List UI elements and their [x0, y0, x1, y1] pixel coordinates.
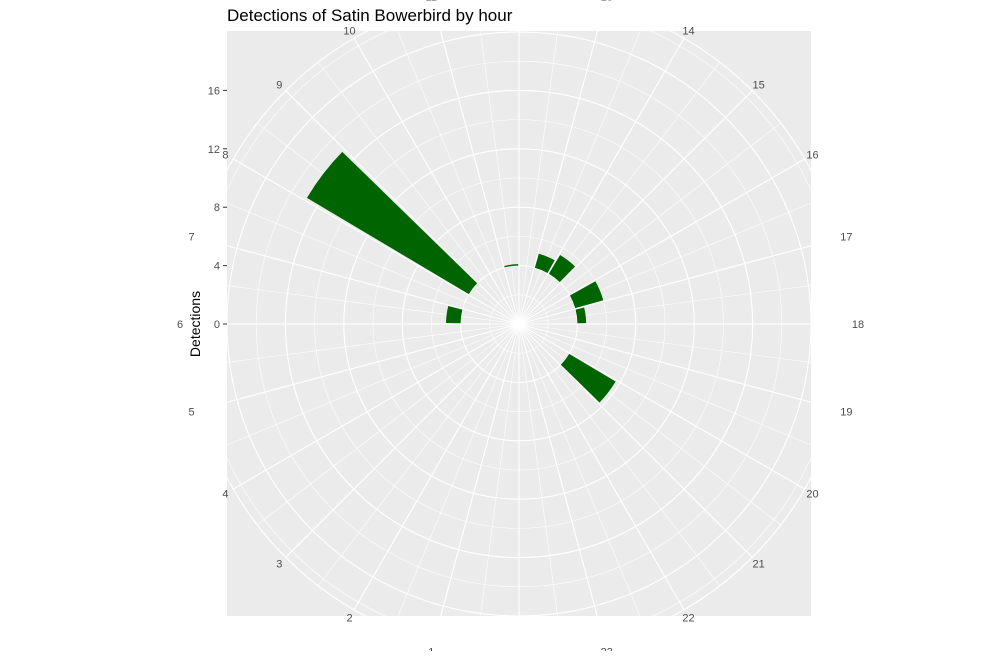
x-tick-label: 16	[806, 150, 818, 162]
x-tick-label: 17	[840, 231, 852, 243]
x-tick-label: 6	[177, 319, 183, 331]
x-tick-label: 7	[189, 231, 195, 243]
grid-spoke-major	[232, 323, 520, 490]
grid-spoke-major	[518, 238, 838, 325]
x-tick-label: 1	[428, 646, 434, 651]
grid-spoke-major	[518, 323, 685, 611]
x-tick-label: 14	[682, 25, 694, 37]
y-tick-label: 8	[214, 202, 220, 214]
grid-spoke-major	[285, 90, 520, 325]
x-tick-label: 21	[753, 559, 765, 571]
grid-spoke-minor	[392, 323, 520, 629]
x-tick-label: 4	[222, 488, 228, 500]
grid-spoke-minor	[518, 323, 781, 526]
grid-spoke-major	[518, 158, 806, 325]
grid-spoke-minor	[518, 323, 847, 368]
grid-spoke-minor	[475, 323, 520, 652]
grid-spoke-major	[518, 5, 605, 325]
x-tick-label: 18	[852, 319, 864, 331]
grid-spoke-minor	[518, 197, 824, 325]
x-tick-label: 20	[806, 488, 818, 500]
grid-spoke-major	[200, 238, 520, 325]
grid-spoke-minor	[518, 323, 824, 451]
grid-spoke-minor	[214, 323, 520, 451]
grid-spoke-major	[518, 323, 806, 490]
x-tick-label: 10	[343, 25, 355, 37]
grid-spoke-major	[518, 323, 753, 558]
grid-spoke-major	[353, 37, 520, 325]
grid-spoke-major	[285, 323, 520, 558]
bar-hour-20.5	[560, 353, 616, 403]
grid-spoke-minor	[518, 323, 646, 629]
grid-spoke-major	[518, 323, 838, 410]
x-tick-label: 5	[189, 407, 195, 419]
grid-spoke-minor	[317, 62, 520, 325]
y-tick-label: 0	[214, 319, 220, 331]
grid-spoke-minor	[191, 323, 520, 368]
bar-hour-11.5	[504, 264, 519, 268]
bar-hour-14.5	[548, 254, 576, 283]
grid-spoke-minor	[518, 323, 721, 586]
grid-spoke-major	[232, 158, 520, 325]
grid-spoke-minor	[392, 19, 520, 325]
y-tick-label: 12	[208, 144, 220, 156]
x-tick-label: 22	[682, 613, 694, 625]
grid-spoke-minor	[257, 323, 520, 526]
grid-spoke-major	[433, 5, 520, 325]
grid-spoke-major	[200, 323, 520, 410]
grid-spoke-minor	[518, 62, 721, 325]
x-tick-label: 13	[601, 0, 613, 4]
grid-spoke-major	[518, 323, 605, 643]
grid-spoke-minor	[518, 122, 781, 325]
bar-hour-6.5	[446, 306, 463, 324]
bar-hour-13.5	[534, 253, 555, 274]
y-tick-label: 16	[208, 85, 220, 97]
grid-spoke-minor	[191, 280, 520, 325]
x-tick-label: 9	[276, 79, 282, 91]
grid-spoke-minor	[317, 323, 520, 586]
x-tick-label: 11	[426, 0, 437, 4]
grid-spoke-minor	[518, 280, 847, 325]
bar-layer	[306, 151, 616, 403]
bar-hour-8.5	[306, 151, 478, 295]
grid-spoke-minor	[518, 0, 562, 325]
x-tick-label: 15	[753, 79, 765, 91]
chart-title: Detections of Satin Bowerbird by hour	[227, 6, 513, 25]
grid-spoke-minor	[476, 0, 520, 325]
grid-spoke-major	[353, 323, 520, 611]
grid-spoke-minor	[214, 197, 520, 325]
x-tick-label: 23	[601, 646, 613, 651]
bar-hour-16.5	[569, 281, 604, 309]
x-tick-label: 3	[276, 559, 282, 571]
grid-spoke-major	[433, 323, 520, 643]
x-tick-label: 19	[840, 407, 852, 419]
x-tick-label: 8	[222, 150, 228, 162]
grid-layer	[188, 0, 850, 655]
grid-spoke-major	[518, 37, 685, 325]
y-tick-label: 4	[214, 261, 220, 273]
grid-spoke-major	[518, 90, 753, 325]
grid-spoke-minor	[518, 19, 646, 325]
bar-hour-17.5	[575, 307, 587, 324]
grid-spoke-minor	[518, 323, 563, 652]
x-tick-label: 2	[346, 613, 352, 625]
y-axis-label: Detections	[187, 291, 203, 357]
